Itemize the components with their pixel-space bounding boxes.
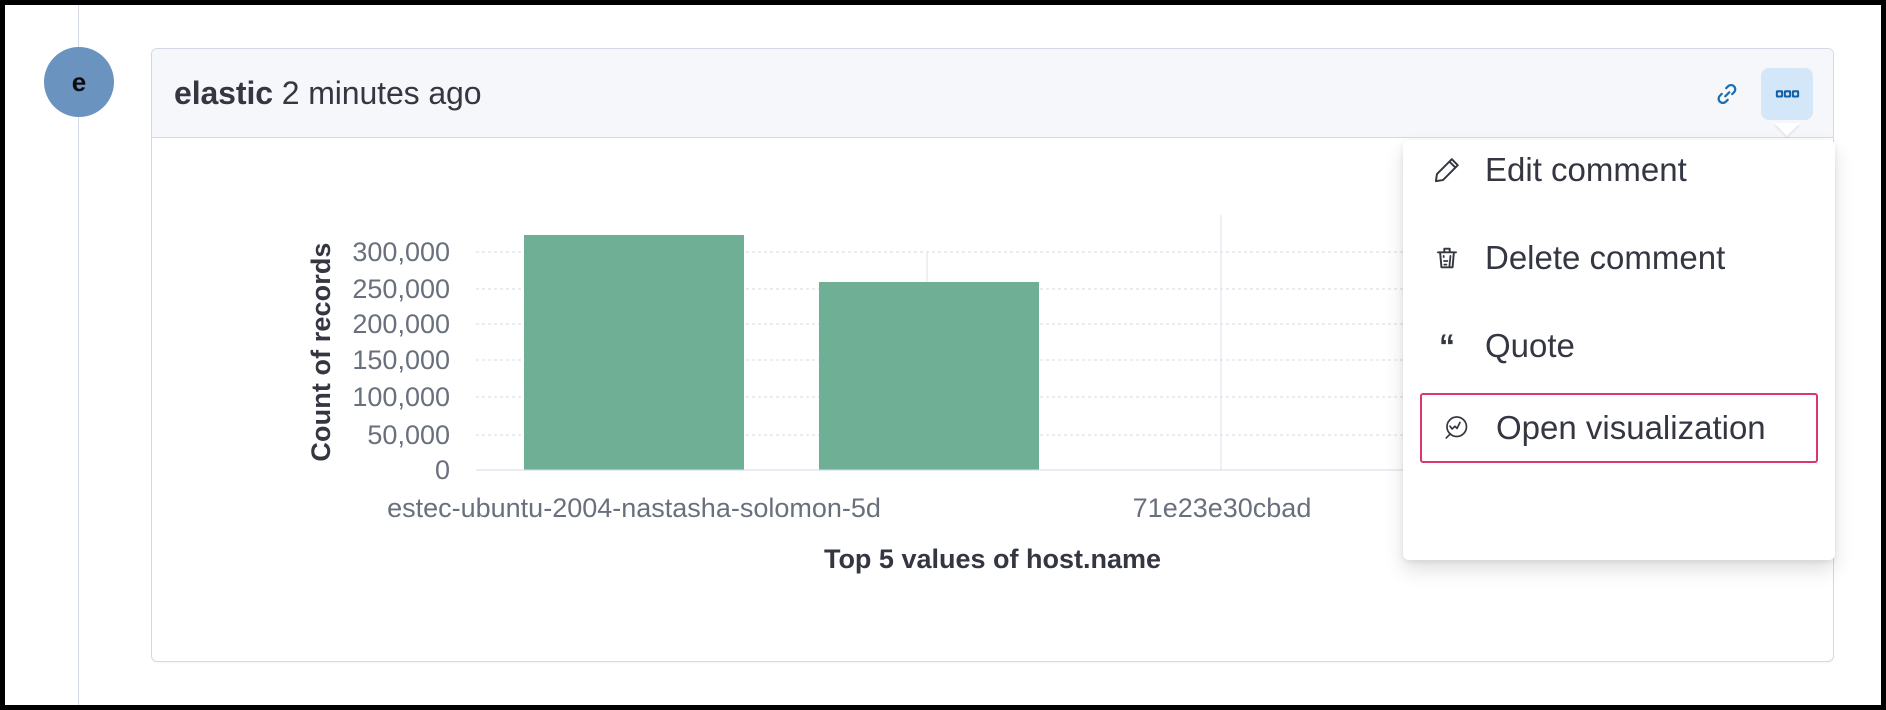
svg-text:150,000: 150,000 [352, 345, 450, 375]
svg-text:71e23e30cbad: 71e23e30cbad [1133, 493, 1312, 523]
svg-text:estec-ubuntu-2004-nastasha-sol: estec-ubuntu-2004-nastasha-solomon-5d [387, 493, 881, 523]
svg-text:100,000: 100,000 [352, 382, 450, 412]
svg-text:50,000: 50,000 [367, 420, 450, 450]
svg-text:300,000: 300,000 [352, 237, 450, 267]
svg-text:250,000: 250,000 [352, 274, 450, 304]
svg-text:200,000: 200,000 [352, 309, 450, 339]
svg-text:0: 0 [435, 455, 450, 485]
